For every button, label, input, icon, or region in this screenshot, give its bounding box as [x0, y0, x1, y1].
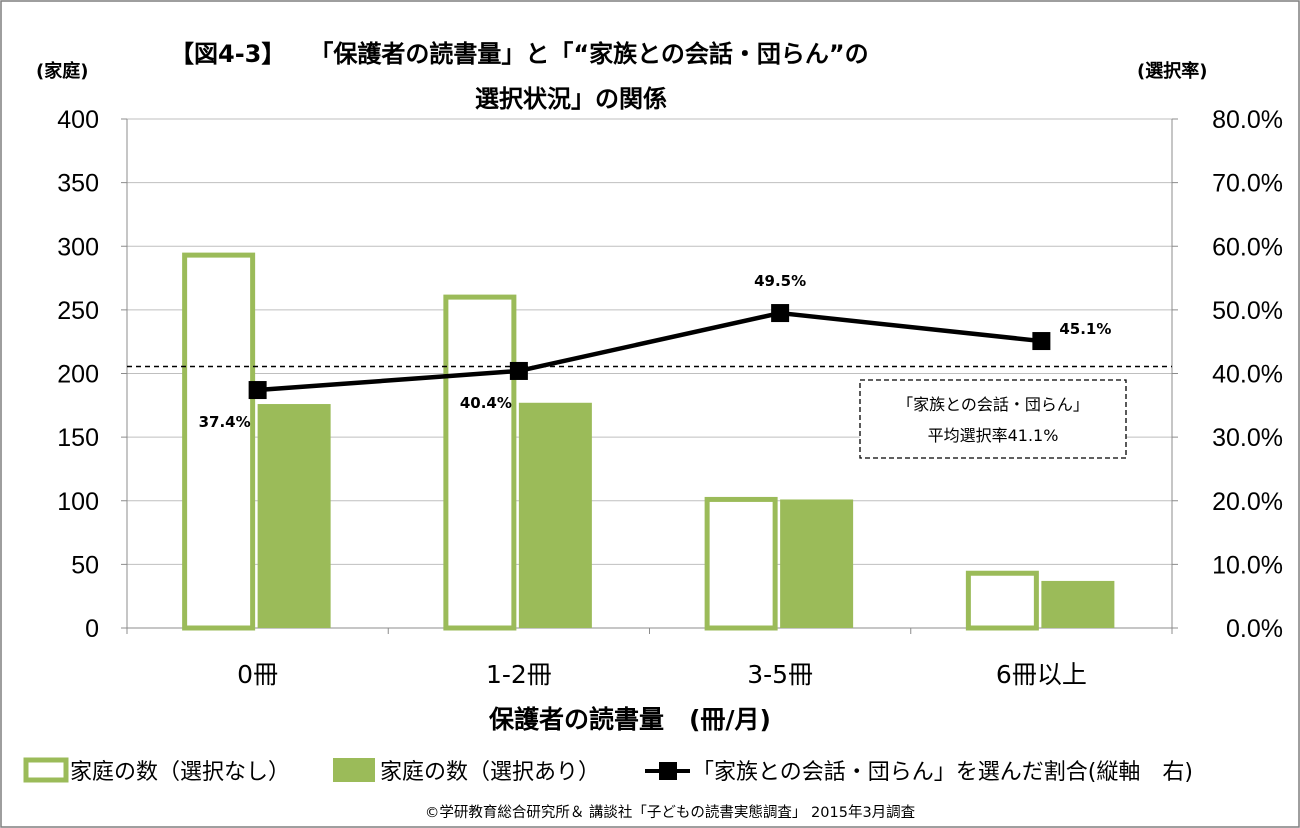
ratio-data-label: 45.1% — [1059, 320, 1111, 338]
right-tick-label: 0.0% — [1226, 615, 1283, 643]
left-tick-label: 150 — [57, 424, 99, 452]
left-tick-label: 0 — [85, 615, 99, 643]
right-tick-label: 20.0% — [1212, 488, 1283, 516]
left-tick-label: 100 — [57, 488, 99, 516]
bar-no-selection — [182, 252, 256, 631]
ratio-data-label: 49.5% — [754, 272, 806, 290]
bars — [182, 252, 1115, 631]
legend-label-selected: 家庭の数（選択あり） — [380, 760, 600, 785]
ratio-marker — [248, 381, 267, 400]
ratio-data-label: 40.4% — [460, 394, 512, 412]
left-tick-label: 250 — [57, 297, 99, 325]
chart-title-line1: 【図4‐3】 「保護者の読書量」と「“家族との会話・団らん”の — [170, 40, 869, 68]
right-tick-label: 80.0% — [1212, 106, 1283, 134]
bar-no-selection — [965, 570, 1039, 631]
average-note-line1: 「家族との会話・団らん」 — [897, 395, 1089, 414]
right-axis-unit: (選択率) — [1137, 60, 1207, 82]
ratio-line — [257, 310, 1042, 393]
bar-no-selection — [443, 294, 517, 631]
right-tick-label: 40.0% — [1212, 361, 1283, 389]
bar-no-selection — [704, 496, 778, 631]
ratio-data-label: 37.4% — [199, 413, 251, 431]
ratio-marker — [509, 361, 528, 380]
x-axis-categories: 0冊 1-2冊 3-5冊 6冊以上 — [237, 660, 1087, 689]
x-category-label: 3-5冊 — [747, 660, 813, 689]
ratio-marker — [1032, 332, 1051, 351]
right-tick-label: 10.0% — [1212, 551, 1283, 579]
bar-selected — [1041, 580, 1115, 628]
right-tick-label: 30.0% — [1212, 424, 1283, 452]
legend-swatch-no-selection — [23, 757, 69, 783]
ratio-marker — [771, 304, 790, 323]
source-credit: ©学研教育総合研究所＆ 講談社「子どもの読書実態調査」 2015年3月調査 — [425, 804, 915, 821]
left-tick-label: 200 — [57, 361, 99, 389]
left-tick-label: 50 — [71, 551, 99, 579]
x-category-label: 0冊 — [237, 660, 278, 689]
legend: 家庭の数（選択なし） 家庭の数（選択あり） 「家族との会話・団らん」を選んだ割合… — [23, 757, 1193, 785]
legend-marker-swatch — [659, 762, 677, 780]
left-tick-label: 300 — [57, 233, 99, 261]
average-note-frame — [859, 379, 1127, 459]
x-category-label: 6冊以上 — [996, 660, 1087, 689]
average-note-box: 「家族との会話・団らん」 平均選択率41.1% — [859, 379, 1127, 459]
bar-selected — [257, 404, 331, 628]
bar-selected — [518, 402, 592, 628]
chart-title-line2: 選択状況」の関係 — [475, 85, 667, 113]
x-axis-title: 保護者の読書量 (冊/月) — [488, 705, 771, 734]
ratio-line-series: 37.4% 40.4% 49.5% 45.1% — [199, 272, 1112, 431]
left-axis-ticks: 0 50 100 150 200 250 300 350 400 — [57, 106, 99, 643]
legend-label-ratio: 「家族との会話・団らん」を選んだ割合(縦軸 右) — [692, 760, 1193, 785]
left-tick-label: 400 — [57, 106, 99, 134]
right-axis-ticks: 0.0% 10.0% 20.0% 30.0% 40.0% 50.0% 60.0% 70.0% 8… — [1212, 106, 1283, 643]
right-tick-label: 60.0% — [1212, 233, 1283, 261]
right-tick-label: 70.0% — [1212, 170, 1283, 198]
x-category-label: 1-2冊 — [486, 660, 552, 689]
left-tick-label: 350 — [57, 170, 99, 198]
left-axis-unit: (家庭) — [36, 60, 88, 82]
right-tick-label: 50.0% — [1212, 297, 1283, 325]
average-note-line2: 平均選択率41.1% — [928, 426, 1059, 445]
legend-swatch-selected — [333, 758, 375, 782]
bar-selected — [780, 499, 854, 628]
legend-label-no-selection: 家庭の数（選択なし） — [70, 760, 290, 785]
